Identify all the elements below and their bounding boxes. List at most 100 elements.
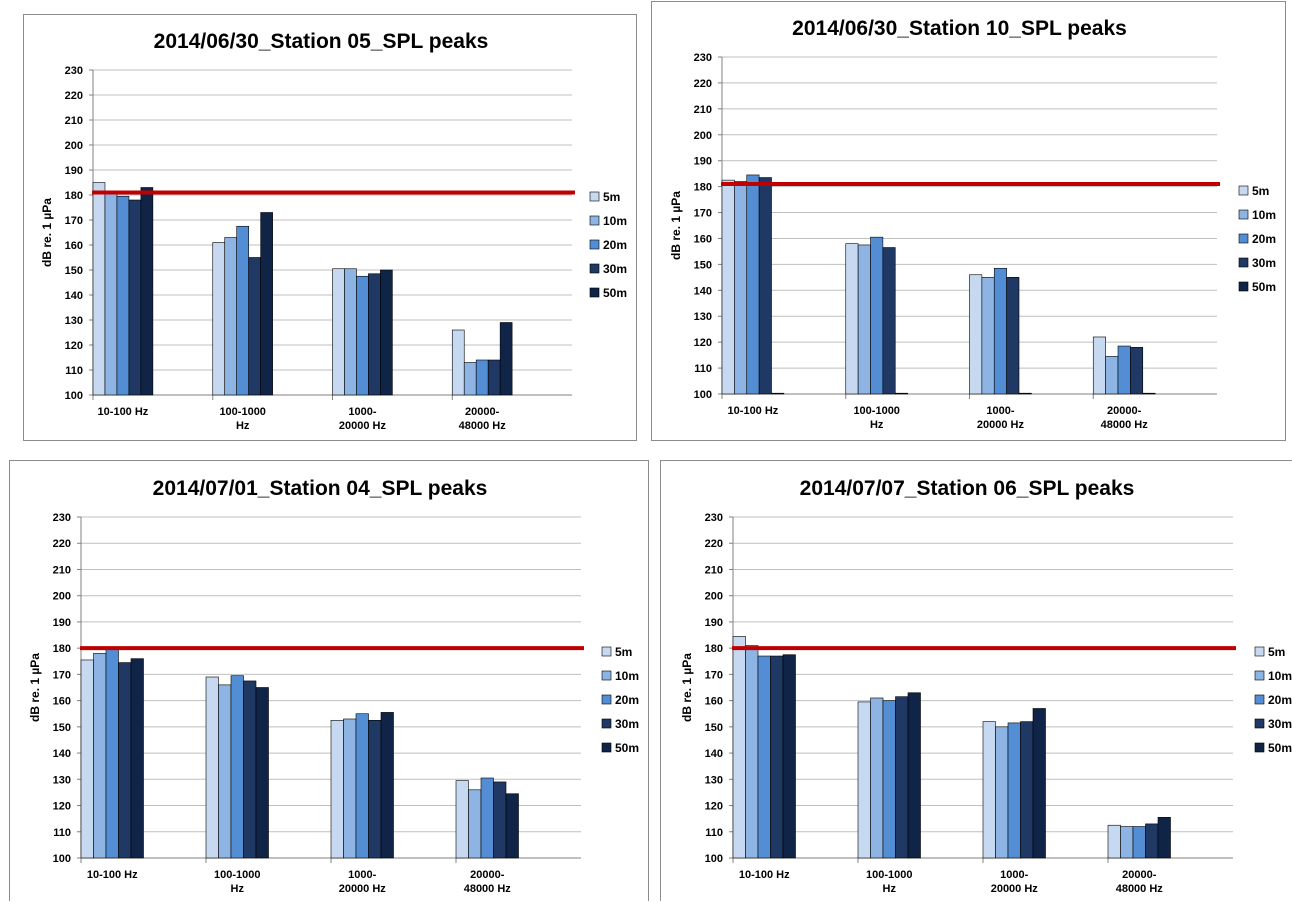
legend-label: 50m — [1268, 741, 1292, 755]
bar-5m-0 — [732, 636, 746, 859]
y-tick-label: 170 — [65, 215, 83, 227]
bar-50m-0 — [782, 654, 796, 859]
bar-50m-1 — [255, 687, 269, 859]
chart-svg: 2014/07/01_Station 04_SPL peaks 100 110 120… — [28, 477, 639, 895]
y-tick-label: 200 — [705, 591, 723, 603]
bar-5m-3 — [451, 329, 465, 396]
bar-50m-2 — [380, 269, 393, 396]
x-tick-label: 1000- — [348, 406, 376, 418]
y-tick-label: 230 — [53, 512, 71, 524]
bar-30m-2 — [1020, 721, 1034, 859]
y-tick-label: 180 — [694, 182, 712, 194]
x-tick-label: 48000 Hz — [464, 883, 512, 895]
legend-swatch — [589, 263, 600, 274]
legend-swatch — [589, 215, 600, 226]
legend-label: 50m — [603, 286, 627, 300]
bar-50m-0 — [140, 187, 154, 396]
legend-label: 50m — [615, 741, 639, 755]
legend-label: 5m — [615, 645, 632, 659]
y-tick-label: 190 — [53, 617, 71, 629]
y-tick-label: 120 — [65, 340, 83, 352]
bar-5m-3 — [1092, 336, 1106, 395]
y-tick-label: 210 — [65, 115, 83, 127]
bar-5m-0 — [721, 179, 735, 395]
bar-10m-3 — [468, 789, 482, 859]
y-tick-label: 130 — [65, 315, 83, 327]
bar-30m-3 — [487, 359, 501, 396]
chart-panel-station-10: 2014/06/30_Station 10_SPL peaks 100 110 120… — [651, 1, 1286, 441]
y-tick-label: 220 — [65, 90, 83, 102]
y-tick-label: 220 — [694, 78, 712, 90]
bar-30m-0 — [128, 199, 142, 396]
bar-10m-0 — [93, 653, 107, 859]
bar-10m-3 — [1120, 826, 1134, 859]
bar-30m-1 — [895, 696, 909, 859]
y-tick-label: 220 — [705, 538, 723, 550]
chart-svg: 2014/06/30_Station 10_SPL peaks 100 110 120… — [669, 17, 1276, 431]
legend-swatch — [601, 646, 612, 657]
legend-label: 30m — [615, 717, 639, 731]
x-tick-label: 100-1000 — [214, 869, 261, 881]
chart-panel-station-06: 2014/07/07_Station 06_SPL peaks 100 110 120… — [660, 460, 1292, 901]
legend-swatch — [601, 742, 612, 753]
legend-swatch — [1238, 185, 1249, 196]
y-tick-label: 210 — [694, 104, 712, 116]
x-tick-label: 10-100 Hz — [87, 869, 138, 881]
x-tick-label: 100-1000 — [866, 869, 913, 881]
x-tick-label: Hz — [231, 883, 245, 895]
y-tick-label: 170 — [694, 208, 712, 220]
y-tick-label: 210 — [705, 564, 723, 576]
y-tick-label: 100 — [65, 390, 83, 402]
y-tick-label: 170 — [53, 669, 71, 681]
bar-30m-0 — [118, 662, 132, 859]
bar-20m-3 — [475, 359, 489, 396]
legend-label: 10m — [1252, 208, 1276, 222]
x-tick-label: Hz — [236, 420, 250, 432]
bar-20m-0 — [105, 649, 119, 859]
bar-20m-0 — [757, 655, 771, 859]
bar-30m-1 — [248, 257, 261, 396]
x-tick-label: 100-1000 — [219, 406, 266, 418]
x-tick-label: 20000- — [1107, 405, 1142, 417]
chart-svg: 2014/07/07_Station 06_SPL peaks 100 110 120… — [680, 477, 1292, 895]
y-tick-label: 110 — [53, 827, 71, 839]
bar-5m-2 — [982, 721, 996, 859]
y-tick-label: 210 — [53, 564, 71, 576]
bar-20m-3 — [1132, 826, 1146, 859]
x-tick-label: 20000 Hz — [339, 420, 387, 432]
bar-10m-3 — [1105, 356, 1119, 395]
bar-50m-0 — [771, 392, 785, 395]
bar-5m-1 — [845, 243, 859, 395]
bar-30m-3 — [1145, 823, 1159, 859]
x-tick-label: 10-100 Hz — [98, 406, 149, 418]
bar-5m-2 — [969, 274, 983, 395]
y-tick-label: 230 — [694, 52, 712, 64]
x-tick-label: 48000 Hz — [1116, 883, 1164, 895]
bar-50m-2 — [1032, 708, 1046, 859]
bar-50m-1 — [907, 692, 921, 859]
bar-30m-1 — [243, 680, 257, 859]
legend-label: 50m — [1252, 280, 1276, 294]
bar-20m-2 — [1007, 722, 1021, 859]
legend-swatch — [1238, 257, 1249, 268]
x-tick-label: 100-1000 — [853, 405, 900, 417]
legend-label: 5m — [603, 190, 620, 204]
bar-10m-2 — [981, 277, 995, 395]
bar-20m-2 — [355, 713, 369, 859]
legend-label: 20m — [1268, 693, 1292, 707]
bar-50m-2 — [380, 712, 394, 859]
chart-title: 2014/07/01_Station 04_SPL peaks — [153, 477, 488, 500]
bar-20m-1 — [870, 236, 884, 395]
bar-10m-0 — [745, 645, 759, 859]
legend-swatch — [1254, 646, 1265, 657]
bar-20m-2 — [993, 267, 1007, 395]
bar-30m-2 — [368, 273, 381, 396]
bar-10m-1 — [857, 244, 871, 395]
x-tick-label: 48000 Hz — [459, 420, 507, 432]
y-tick-label: 160 — [65, 240, 83, 252]
y-tick-label: 150 — [65, 265, 83, 277]
bar-10m-2 — [343, 718, 357, 859]
bar-5m-2 — [330, 719, 344, 859]
bar-20m-1 — [230, 675, 244, 859]
legend-label: 5m — [1268, 645, 1285, 659]
